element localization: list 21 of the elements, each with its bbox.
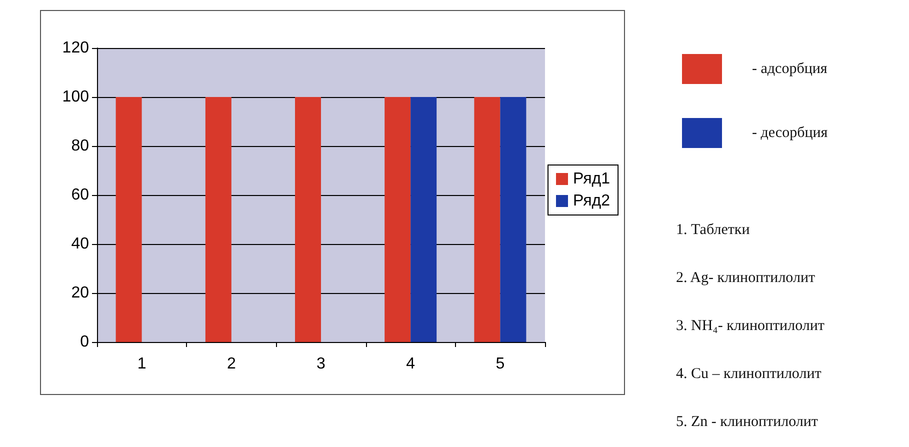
x-tick-label: 4 [406,356,416,372]
y-tick-label: 80 [71,138,90,154]
y-tick-label: 100 [62,88,90,106]
y-tick-label: 60 [71,186,90,204]
text: 2. Ag- клиноптилолит [676,270,816,287]
x-tick-label: 1 [137,356,146,372]
text: 5. Zn - клиноптилолит [676,414,818,431]
y-tick-label: 120 [62,40,90,56]
text: 4. Cu – клиноптилолит [676,366,822,383]
x-tick-label: 2 [226,356,236,372]
y-tick-label: 20 [71,284,90,302]
text: - десорбция [752,125,828,142]
y-tick-label: 40 [71,236,90,252]
y-tick-label: 0 [80,334,90,350]
text: - адсорбция [752,61,828,78]
text: 1. Таблетки [676,222,750,239]
x-tick-label: 5 [496,356,505,372]
legend-label: Ряд2 [573,192,610,210]
legend-label: Ряд1 [573,170,610,188]
text: 3. NH₄- клиноптилолит [676,318,824,335]
x-tick-label: 3 [316,356,326,372]
